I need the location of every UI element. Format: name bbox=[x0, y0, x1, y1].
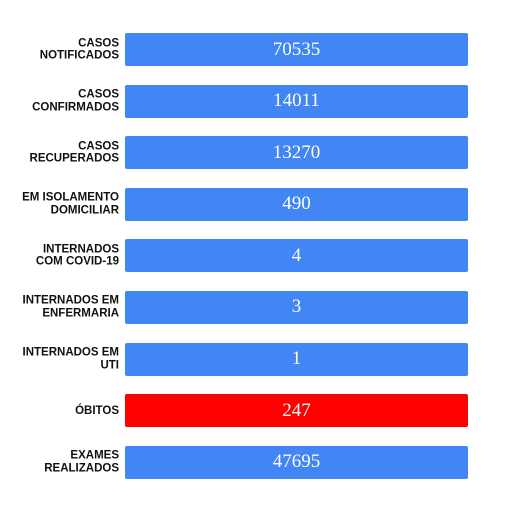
stat-label: INTERNADOS EM ENFERMARIA bbox=[22, 294, 119, 320]
stat-bar: 247 bbox=[125, 394, 468, 428]
stat-row-home-isolation: EM ISOLAMENTO DOMICILIAR 490 bbox=[0, 187, 513, 221]
stat-row-exams: EXAMES REALIZADOS 47695 bbox=[0, 445, 513, 479]
stat-bar: 70535 bbox=[125, 33, 468, 66]
stat-label: EXAMES REALIZADOS bbox=[44, 449, 119, 475]
stat-row-confirmed: CASOS CONFIRMADOS 14011 bbox=[0, 84, 513, 118]
stat-row-hospitalized-covid: INTERNADOS COM COVID-19 4 bbox=[0, 239, 513, 273]
stat-label: CASOS RECUPERADOS bbox=[29, 140, 119, 165]
stat-value: 14011 bbox=[273, 90, 320, 112]
stat-value: 3 bbox=[291, 296, 302, 318]
stat-label: CASOS CONFIRMADOS bbox=[32, 88, 119, 114]
stat-bar: 13270 bbox=[125, 136, 468, 170]
stat-bar: 1 bbox=[125, 342, 468, 376]
stat-value: 70535 bbox=[272, 38, 321, 60]
stat-label: ÓBITOS bbox=[75, 404, 119, 417]
stat-label: CASOS NOTIFICADOS bbox=[39, 37, 119, 62]
stat-value: 47695 bbox=[272, 451, 321, 473]
stat-bar: 47695 bbox=[125, 445, 468, 479]
stat-label: INTERNADOS EM UTI bbox=[22, 346, 119, 372]
stat-row-deaths: ÓBITOS 247 bbox=[0, 394, 513, 428]
stat-bar: 3 bbox=[125, 290, 468, 324]
stat-row-recovered: CASOS RECUPERADOS 13270 bbox=[0, 136, 513, 170]
stats-panel: CASOS NOTIFICADOS 70535 CASOS CONFIRMADO… bbox=[0, 33, 513, 497]
stat-value: 1 bbox=[291, 348, 302, 370]
stat-bar: 490 bbox=[125, 187, 468, 221]
stat-value: 247 bbox=[282, 399, 311, 421]
stat-row-ward: INTERNADOS EM ENFERMARIA 3 bbox=[0, 290, 513, 324]
stat-bar: 4 bbox=[125, 239, 468, 273]
stat-value: 4 bbox=[291, 244, 302, 266]
stat-bar: 14011 bbox=[125, 84, 468, 118]
stat-value: 490 bbox=[282, 193, 311, 215]
stat-row-notified: CASOS NOTIFICADOS 70535 bbox=[0, 33, 513, 66]
stat-label: INTERNADOS COM COVID-19 bbox=[35, 243, 119, 268]
stat-label: EM ISOLAMENTO DOMICILIAR bbox=[22, 191, 119, 217]
stat-row-icu: INTERNADOS EM UTI 1 bbox=[0, 342, 513, 376]
stat-value: 13270 bbox=[272, 141, 321, 163]
